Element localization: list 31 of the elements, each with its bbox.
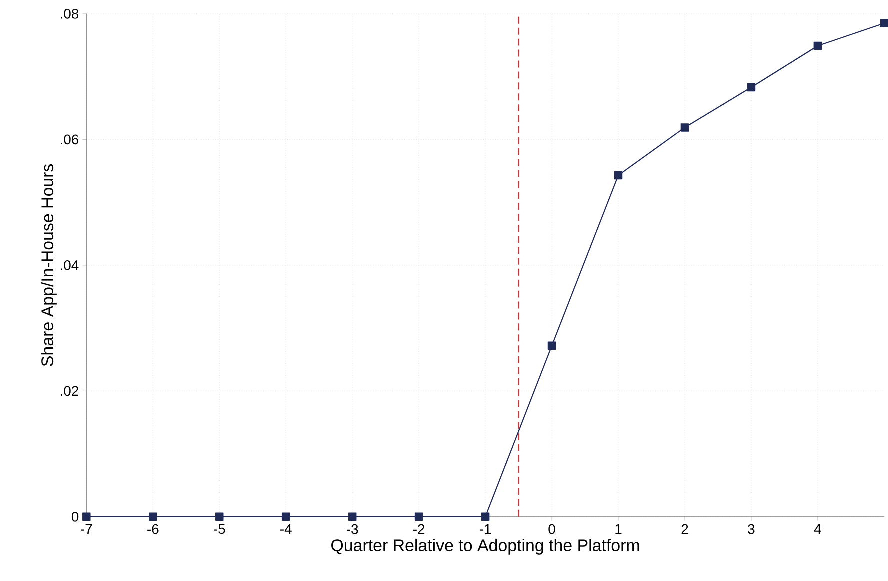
y-tick-label: .08 (61, 9, 79, 20)
x-tick-label: 3 (748, 524, 755, 534)
point (548, 342, 556, 350)
y-tick-label: .06 (61, 134, 79, 145)
x-tick-label: -4 (280, 524, 292, 534)
point (481, 512, 490, 522)
point (680, 124, 690, 132)
point (82, 512, 91, 522)
x-tick-label: -2 (413, 524, 425, 534)
x-tick-label: 4 (814, 524, 822, 534)
y-tick-label: .02 (61, 386, 78, 396)
point (414, 512, 424, 522)
point (348, 512, 357, 522)
x-tick-label: -3 (347, 524, 358, 534)
point (814, 42, 822, 50)
point (614, 172, 623, 180)
point (149, 512, 158, 522)
point (282, 512, 290, 522)
x-tick-label: 0 (548, 524, 556, 534)
x-tick-label: 1 (616, 524, 622, 534)
x-tick-label: -5 (214, 524, 226, 534)
x-axis-title: Quarter Relative to Adopting the Platform (332, 539, 640, 556)
x-tick-label: 2 (682, 524, 688, 534)
y-tick-label: 0 (72, 512, 79, 522)
x-tick-label: -7 (81, 524, 92, 534)
y-tick-label: .04 (61, 260, 79, 271)
x-tick-label: -6 (148, 524, 159, 534)
point (747, 84, 756, 92)
point (215, 512, 224, 522)
y-axis-title: Share App/In-House Hours (41, 164, 57, 366)
x-tick-label: -1 (480, 524, 492, 534)
